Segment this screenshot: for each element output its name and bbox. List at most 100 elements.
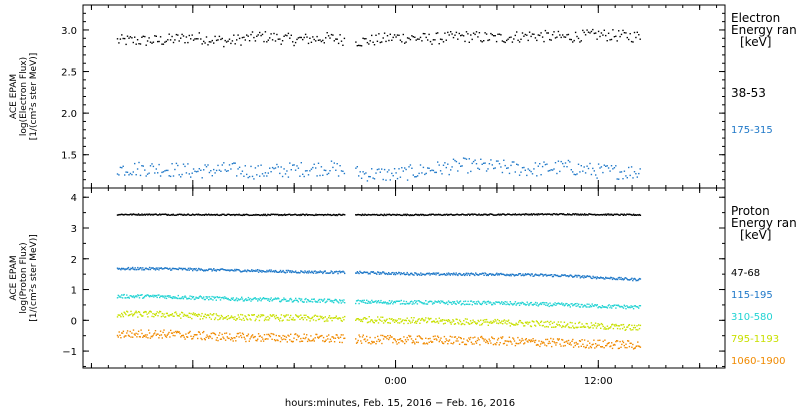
data-point (117, 336, 119, 338)
data-point (636, 176, 638, 178)
data-point (537, 274, 539, 276)
data-point (480, 214, 482, 216)
data-point (311, 214, 313, 216)
data-point (512, 323, 514, 325)
legend-unit: [keV] (740, 228, 771, 242)
data-point (445, 39, 447, 41)
data-point (159, 267, 162, 269)
data-point (290, 214, 292, 216)
data-point (488, 338, 490, 340)
data-point (419, 336, 421, 338)
data-point (474, 33, 476, 36)
data-point (169, 175, 172, 178)
data-point (604, 278, 606, 280)
data-point (192, 336, 195, 338)
data-point (203, 338, 206, 340)
data-point (211, 270, 213, 272)
data-point (515, 342, 517, 344)
data-point (266, 297, 268, 300)
data-point (632, 177, 634, 179)
data-point (224, 214, 226, 216)
data-point (395, 36, 397, 38)
data-point (557, 302, 560, 304)
data-point (632, 214, 634, 216)
data-point (513, 214, 516, 216)
data-point (494, 214, 496, 216)
data-point (500, 214, 502, 216)
data-point (202, 214, 204, 216)
data-point (494, 318, 496, 321)
data-point (172, 175, 175, 177)
data-point (589, 326, 592, 328)
data-point (178, 174, 180, 176)
data-point (170, 296, 173, 299)
data-point (230, 168, 232, 170)
data-point (339, 270, 341, 272)
data-point (634, 214, 636, 216)
data-point (431, 300, 433, 303)
data-point (269, 214, 272, 216)
data-point (422, 166, 425, 169)
data-point (514, 34, 516, 37)
data-point (330, 33, 333, 36)
data-point (412, 274, 414, 276)
data-point (439, 320, 441, 322)
data-point (578, 340, 581, 342)
data-point (545, 304, 547, 306)
data-point (212, 299, 214, 301)
data-point (557, 339, 560, 341)
data-point (256, 270, 258, 272)
data-point (518, 273, 520, 275)
data-point (491, 303, 494, 306)
data-point (373, 44, 376, 46)
data-point (543, 213, 545, 216)
data-point (613, 36, 616, 38)
data-point (204, 164, 206, 166)
data-point (486, 214, 489, 216)
data-point (125, 335, 127, 337)
data-point (254, 270, 256, 272)
data-point (303, 272, 305, 274)
data-point (388, 322, 390, 324)
data-point (400, 272, 402, 274)
data-point (451, 214, 453, 216)
data-point (276, 33, 278, 36)
data-point (449, 335, 451, 338)
data-point (485, 318, 488, 321)
data-point (335, 169, 337, 171)
data-point (627, 306, 630, 309)
data-point (447, 340, 450, 342)
data-point (592, 305, 594, 307)
data-point (196, 297, 198, 299)
data-point (587, 306, 589, 308)
data-point (191, 338, 193, 340)
data-point (257, 314, 260, 316)
data-point (360, 214, 362, 216)
data-point (534, 274, 536, 276)
data-point (368, 43, 370, 45)
data-point (306, 299, 309, 301)
data-point (557, 214, 560, 216)
data-point (461, 213, 463, 215)
data-point (374, 214, 376, 216)
data-point (281, 299, 283, 301)
data-point (412, 319, 414, 321)
data-point (393, 273, 395, 276)
data-point (371, 320, 374, 322)
data-point (214, 269, 217, 271)
data-point (305, 213, 307, 216)
data-point (480, 273, 482, 275)
data-point (636, 31, 638, 33)
data-point (355, 342, 358, 344)
data-point (381, 41, 383, 43)
data-point (493, 302, 495, 304)
data-point (241, 314, 244, 316)
data-point (322, 317, 325, 319)
data-point (358, 334, 360, 336)
data-point (180, 297, 182, 300)
data-point (388, 338, 390, 341)
data-point (493, 274, 495, 276)
data-point (454, 302, 457, 305)
data-point (633, 171, 636, 173)
data-point (600, 327, 602, 329)
